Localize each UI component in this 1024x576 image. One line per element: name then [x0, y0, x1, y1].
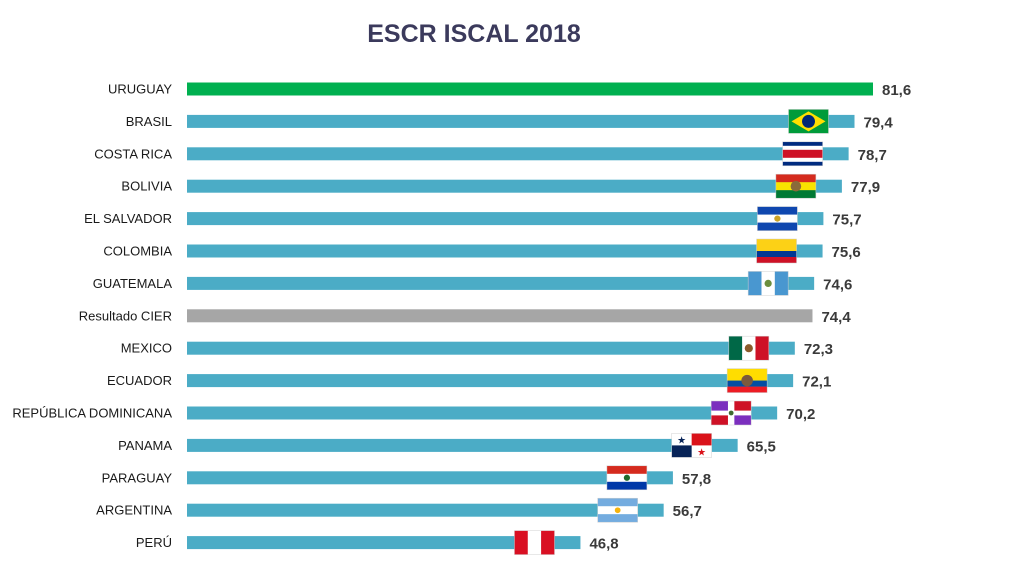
value-label: 81,6 [882, 82, 911, 99]
paraguay-flag-icon [606, 465, 648, 491]
bolivia-flag-icon [775, 173, 817, 199]
el-salvador-flag-icon [757, 206, 798, 231]
category-label: MEXICO [121, 341, 172, 356]
bar [187, 309, 813, 323]
category-label: Resultado CIER [79, 308, 172, 323]
category-label: COSTA RICA [94, 146, 172, 161]
category-label: URUGUAY [108, 82, 172, 97]
svg-text:★: ★ [697, 447, 706, 458]
bar [187, 503, 664, 517]
bar [187, 147, 849, 161]
category-label: EL SALVADOR [84, 211, 172, 226]
bar [187, 276, 815, 290]
category-label: PARAGUAY [102, 470, 173, 485]
panama-flag-icon: ★★ [671, 433, 712, 458]
bar [187, 82, 873, 96]
bar [187, 374, 794, 388]
category-label: BOLIVIA [121, 179, 172, 194]
value-label: 78,7 [858, 147, 887, 164]
bars-layer: URUGUAY 81,6 BRASIL 79,4 COSTA RICA 78,7 BOLIV… [12, 82, 911, 555]
value-label: 56,7 [673, 503, 702, 520]
category-label: REPÚBLICA DOMINICANA [12, 406, 172, 421]
bar [187, 114, 855, 128]
value-label: 75,7 [832, 212, 861, 229]
mexico-flag-icon [728, 335, 770, 361]
value-label: 46,8 [589, 536, 618, 553]
category-label: BRASIL [126, 114, 172, 129]
value-label: 75,6 [832, 244, 861, 261]
value-label: 77,9 [851, 179, 880, 196]
value-label: 79,4 [864, 114, 894, 131]
value-label: 57,8 [682, 471, 711, 488]
brazil-flag-icon [788, 109, 829, 134]
value-label: 72,3 [804, 341, 833, 358]
value-label: 72,1 [802, 374, 831, 391]
category-label: ECUADOR [107, 373, 172, 388]
bar [187, 244, 823, 258]
bar [187, 471, 673, 485]
dominican-republic-flag-icon [710, 400, 752, 426]
value-label: 70,2 [786, 406, 815, 423]
bar [187, 212, 824, 226]
bar [187, 341, 795, 355]
value-label: 74,4 [821, 309, 851, 326]
category-label: PANAMA [118, 438, 172, 453]
bar [187, 438, 738, 452]
value-label: 65,5 [747, 438, 776, 455]
ecuador-flag-icon [726, 368, 768, 393]
bar [187, 179, 842, 193]
value-label: 74,6 [823, 276, 852, 293]
category-label: ARGENTINA [96, 503, 172, 518]
colombia-flag-icon [756, 238, 797, 264]
bar [187, 406, 778, 420]
peru-flag-icon [514, 530, 555, 555]
guatemala-flag-icon [747, 271, 789, 296]
chart-title: ESCR ISCAL 2018 [367, 20, 581, 48]
costa-rica-flag-icon [782, 141, 823, 167]
category-label: PERÚ [136, 535, 172, 550]
svg-text:★: ★ [677, 435, 686, 446]
category-label: COLOMBIA [103, 244, 172, 259]
argentina-flag-icon [597, 497, 638, 523]
bar [187, 536, 581, 550]
category-label: GUATEMALA [93, 276, 173, 291]
